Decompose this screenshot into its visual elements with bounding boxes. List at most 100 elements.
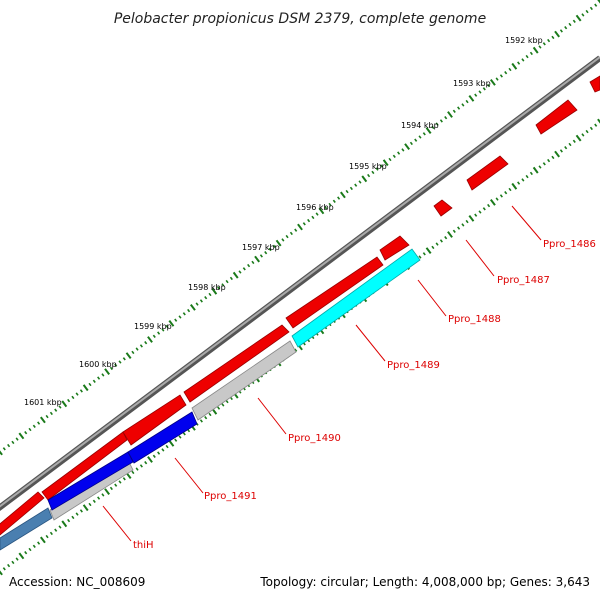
outer-ring-minor-tick — [371, 170, 375, 175]
inner-ring-major-tick — [575, 134, 582, 142]
outer-ring-minor-tick — [225, 279, 229, 284]
outer-ring-minor-tick — [247, 263, 251, 268]
inner-ring-minor-tick — [585, 129, 589, 134]
outer-ring-major-tick — [532, 46, 539, 54]
outer-ring-minor-tick — [71, 395, 75, 400]
outer-ring-major-tick — [382, 159, 389, 167]
outer-ring-minor-tick — [551, 35, 555, 40]
tick-label-1596: 1596 kbp — [296, 203, 334, 212]
cds-feature-forward-3[interactable] — [183, 324, 290, 403]
outer-ring-minor-tick — [332, 199, 336, 203]
inner-ring-minor-tick — [2, 567, 6, 571]
inner-ring-major-tick — [532, 166, 539, 174]
outer-ring-major-tick — [254, 255, 261, 263]
outer-ring-minor-tick — [328, 202, 332, 207]
cds-feature-forward-7[interactable] — [589, 75, 600, 93]
cds-feature-thiH[interactable] — [0, 507, 53, 551]
inner-ring-minor-tick — [482, 207, 486, 211]
forward-strand-features — [0, 75, 600, 536]
gene-label-Ppro_1491[interactable]: Ppro_1491 — [204, 491, 257, 502]
inner-ring-major-tick — [168, 440, 175, 447]
gene-label-Ppro_1487[interactable]: Ppro_1487 — [497, 275, 550, 286]
inner-ring-major-tick — [82, 504, 89, 512]
gene-label-Ppro_1488[interactable]: Ppro_1488 — [448, 314, 501, 325]
outer-ring-major-tick — [318, 207, 325, 215]
outer-ring-minor-tick — [264, 251, 268, 255]
inner-ring-minor-tick — [444, 236, 448, 240]
outer-ring-minor-tick — [7, 443, 11, 448]
inner-ring-minor-tick — [568, 142, 572, 147]
cds-feature-thiH-forward[interactable] — [0, 491, 45, 536]
inner-tick-ring — [0, 118, 600, 576]
inner-ring-major-tick — [597, 118, 600, 124]
inner-ring-minor-tick — [204, 416, 208, 420]
inner-ring-minor-tick — [594, 123, 598, 127]
inner-ring-minor-tick — [581, 133, 585, 137]
outer-ring-major-tick — [554, 30, 561, 38]
outer-ring-minor-tick — [58, 405, 62, 409]
cds-feature-Ppro_1487[interactable] — [466, 155, 509, 191]
inner-ring-minor-tick — [114, 483, 118, 487]
tick-label-1594: 1594 kbp — [401, 121, 439, 130]
inner-ring-minor-tick — [499, 194, 503, 198]
outer-ring-minor-tick — [529, 51, 533, 56]
outer-ring-minor-tick — [45, 414, 49, 419]
outer-ring-minor-tick — [97, 376, 101, 380]
cds-feature-forward-4[interactable] — [285, 256, 384, 329]
outer-ring-major-tick — [211, 287, 218, 295]
cds-feature-forward-5[interactable] — [379, 235, 410, 261]
inner-ring-minor-tick — [135, 467, 139, 471]
cds-feature-Ppro_1486-fragment[interactable] — [433, 199, 453, 217]
gene-label-thiH[interactable]: thiH — [133, 540, 154, 551]
outer-ring-minor-tick — [358, 180, 362, 184]
inner-ring-minor-tick — [157, 451, 161, 455]
outer-ring-minor-tick — [499, 74, 503, 78]
outer-ring-minor-tick — [478, 90, 482, 94]
cds-feature-blue-2[interactable] — [127, 411, 198, 464]
outer-ring-minor-tick — [88, 382, 92, 387]
outer-ring-minor-tick — [54, 408, 58, 412]
inner-ring-minor-tick — [131, 470, 135, 475]
gene-label-Ppro_1489[interactable]: Ppro_1489 — [387, 360, 440, 371]
tick-labels: 1592 kbp 1593 kbp 1594 kbp 1595 kbp 1596… — [24, 36, 543, 407]
accession-text: Accession: NC_008609 — [9, 575, 145, 589]
outer-ring-minor-tick — [28, 427, 32, 432]
outer-ring-minor-tick — [418, 135, 422, 139]
inner-ring-minor-tick — [92, 499, 96, 503]
cds-feature-forward-2[interactable] — [122, 394, 187, 446]
inner-ring-minor-tick — [101, 493, 105, 497]
outer-ring-minor-tick — [109, 366, 113, 371]
inner-ring-minor-tick — [11, 560, 15, 565]
outer-ring-minor-tick — [337, 196, 341, 200]
outer-ring-minor-tick — [24, 431, 28, 435]
outer-ring-minor-tick — [508, 67, 512, 72]
gene-label-Ppro_1486[interactable]: Ppro_1486 — [543, 239, 596, 250]
inner-ring-minor-tick — [559, 149, 563, 153]
inner-ring-minor-tick — [517, 181, 521, 185]
outer-ring-minor-tick — [118, 360, 122, 364]
inner-ring-minor-tick — [439, 239, 443, 243]
outer-ring-minor-tick — [388, 157, 392, 162]
inner-ring-minor-tick — [71, 515, 75, 520]
inner-ring-minor-tick — [15, 557, 19, 561]
outer-ring-minor-tick — [152, 334, 156, 338]
outer-ring-minor-tick — [594, 3, 598, 7]
cds-feature-Ppro_1489[interactable] — [291, 248, 421, 348]
cds-feature-forward-1[interactable] — [41, 431, 128, 501]
cds-feature-Ppro_1490[interactable] — [191, 340, 297, 421]
inner-ring-minor-tick — [452, 229, 456, 233]
gene-label-Ppro_1490[interactable]: Ppro_1490 — [288, 433, 341, 444]
inner-ring-minor-tick — [521, 178, 525, 182]
outer-ring-minor-tick — [221, 283, 225, 287]
outer-ring-minor-tick — [289, 231, 293, 236]
inner-ring-minor-tick — [49, 531, 53, 536]
outer-ring-major-tick — [0, 450, 3, 456]
outer-ring-minor-tick — [272, 244, 276, 248]
outer-ring-minor-tick — [367, 173, 371, 178]
inner-ring-major-tick — [147, 456, 153, 463]
outer-ring-minor-tick — [409, 141, 413, 146]
inner-ring-minor-tick — [572, 139, 576, 143]
outer-ring-major-tick — [147, 336, 153, 343]
cds-feature-forward-6[interactable] — [535, 99, 578, 135]
outer-ring-minor-tick — [281, 238, 285, 242]
